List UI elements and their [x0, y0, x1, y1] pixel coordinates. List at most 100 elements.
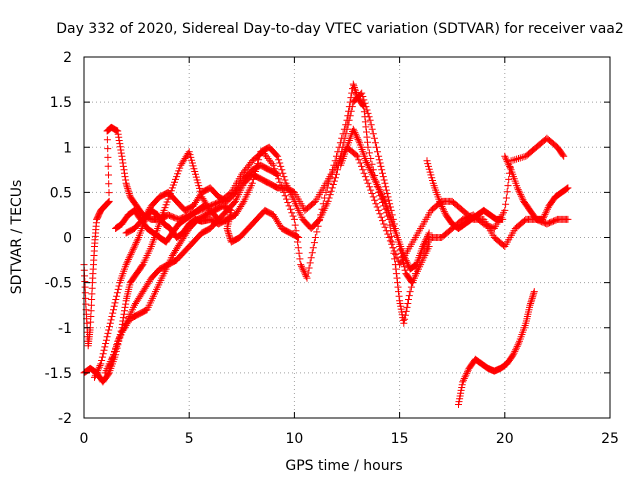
data-point	[295, 234, 303, 241]
data-point	[377, 162, 385, 170]
data-point	[363, 176, 371, 184]
data-point	[105, 180, 113, 188]
data-point	[461, 373, 469, 381]
data-point	[353, 132, 360, 140]
data-point	[94, 367, 102, 375]
series-track-4	[101, 202, 303, 377]
data-point	[380, 220, 388, 228]
data-point	[306, 259, 314, 267]
data-point	[95, 363, 103, 371]
data-point	[378, 166, 386, 174]
data-point	[200, 202, 208, 210]
data-point	[502, 154, 510, 162]
data-point	[499, 215, 507, 223]
data-point	[352, 151, 360, 159]
data-point	[122, 261, 130, 269]
data-point	[364, 143, 372, 151]
data-point	[364, 109, 372, 117]
data-point	[404, 300, 412, 307]
data-point	[504, 159, 512, 167]
data-point	[108, 313, 116, 320]
series-track-2	[80, 143, 572, 386]
data-point	[562, 185, 570, 193]
data-point	[559, 151, 567, 159]
data-point	[402, 307, 410, 315]
data-point	[278, 166, 286, 174]
data-point	[119, 162, 127, 170]
data-point	[379, 217, 386, 225]
data-point	[541, 210, 549, 218]
data-point	[103, 333, 111, 341]
data-point	[424, 232, 431, 240]
data-point	[277, 162, 285, 170]
data-point	[104, 145, 112, 153]
data-point	[528, 296, 536, 304]
data-point	[511, 156, 519, 164]
y-tick-label: 0	[63, 231, 72, 247]
data-point	[379, 169, 386, 177]
data-point	[401, 315, 409, 323]
data-point	[132, 240, 139, 248]
data-point	[540, 214, 547, 222]
data-point	[530, 288, 538, 296]
data-point	[281, 192, 289, 200]
data-point	[422, 236, 430, 244]
data-point	[514, 186, 522, 194]
data-point	[371, 175, 379, 183]
data-point	[107, 316, 115, 324]
y-tick-label: 2	[63, 50, 72, 66]
data-point	[375, 156, 383, 164]
data-point	[112, 296, 120, 303]
data-point	[385, 234, 393, 241]
data-point	[269, 161, 277, 169]
data-point	[543, 207, 551, 215]
data-point	[425, 243, 433, 250]
data-point	[564, 184, 572, 192]
data-point	[92, 370, 100, 378]
data-point	[365, 113, 373, 121]
data-point	[102, 336, 110, 344]
data-point	[125, 254, 133, 262]
data-point	[333, 170, 340, 178]
data-point	[249, 175, 257, 183]
data-point	[248, 179, 256, 187]
data-point	[239, 199, 247, 207]
data-point	[375, 152, 383, 160]
data-point	[125, 190, 133, 197]
data-point	[502, 156, 510, 164]
data-point	[100, 346, 108, 354]
data-point	[375, 206, 383, 214]
series-track-5	[105, 215, 223, 372]
data-point	[354, 135, 362, 143]
data-point	[276, 159, 284, 167]
data-point	[403, 258, 411, 266]
data-point	[359, 166, 367, 174]
data-point	[99, 350, 107, 358]
data-point	[379, 173, 387, 181]
data-point	[356, 159, 364, 167]
data-point	[115, 137, 123, 144]
data-point	[199, 203, 207, 210]
data-point	[382, 186, 390, 194]
data-point	[371, 139, 379, 147]
data-point	[371, 177, 379, 185]
data-point	[352, 89, 360, 96]
data-point	[290, 215, 298, 223]
data-point	[392, 270, 400, 278]
data-point	[303, 274, 311, 282]
data-point	[280, 173, 288, 181]
data-point	[373, 143, 380, 151]
data-point	[354, 152, 361, 160]
data-point	[119, 314, 127, 322]
data-point	[405, 292, 413, 300]
data-point	[351, 129, 359, 137]
data-point	[359, 93, 367, 100]
series-track-3	[91, 89, 433, 381]
data-point	[289, 212, 297, 220]
data-point	[273, 151, 280, 159]
data-point	[513, 184, 521, 192]
data-point	[297, 261, 305, 269]
data-point	[505, 161, 513, 169]
data-point	[96, 362, 104, 369]
data-point	[368, 125, 376, 133]
